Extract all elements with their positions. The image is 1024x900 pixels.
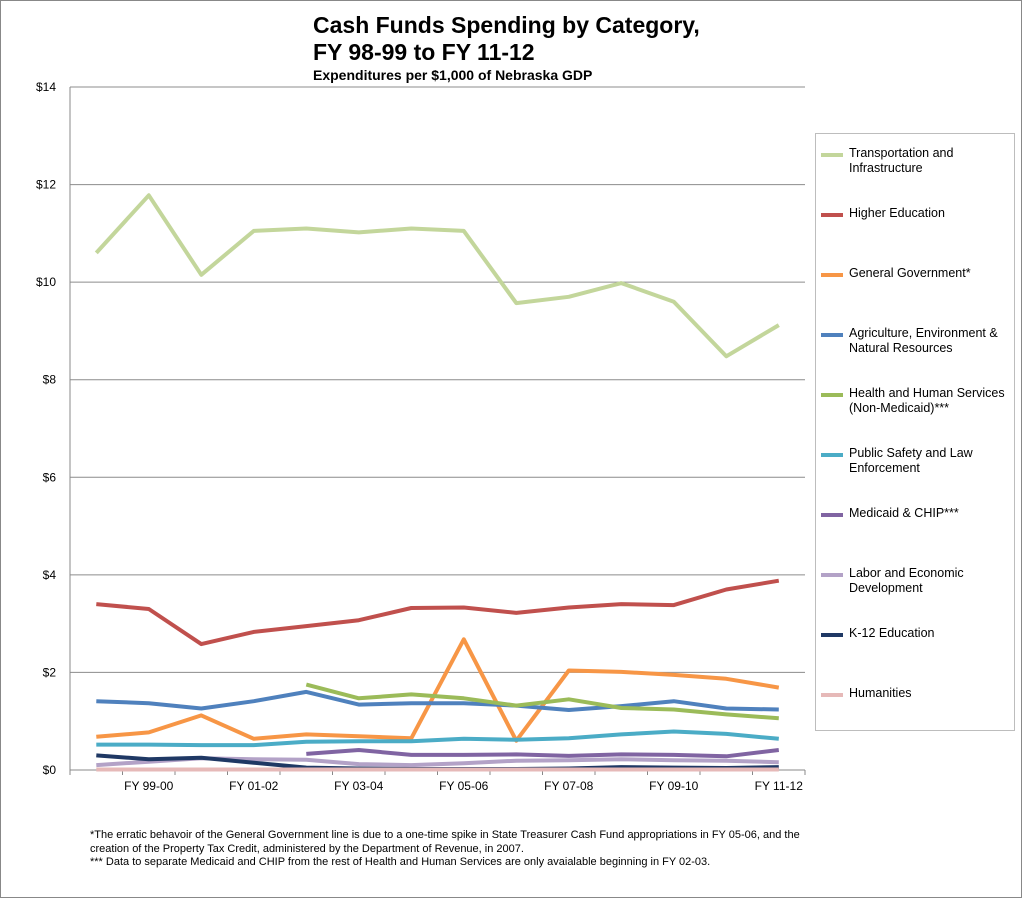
x-tick-label: FY 09-10: [649, 779, 698, 793]
series-line-public-safety-and-law-enforcement: [96, 729, 779, 748]
legend-item: Humanities: [816, 686, 1014, 726]
series-line-health-and-human-services-non-medicaid: [305, 682, 779, 721]
series-line-transportation-and-infrastructure: [94, 193, 780, 359]
legend-swatch: [821, 393, 843, 397]
chart-title: Cash Funds Spending by Category, FY 98-9…: [290, 12, 750, 84]
series-line-agriculture-environment-natural-resources: [96, 689, 779, 712]
grid-lines: [70, 86, 805, 771]
legend-swatch: [821, 333, 843, 337]
legend-swatch: [821, 573, 843, 577]
legend-label: Transportation and Infrastructure: [849, 146, 954, 175]
legend-swatch: [821, 213, 843, 217]
footnotes: *The erratic behavoir of the General Gov…: [90, 829, 810, 870]
series-lines: [94, 193, 780, 772]
series-line-higher-education: [96, 578, 780, 647]
legend-item: Higher Education: [816, 206, 1014, 246]
legend-label: Agriculture, Environment & Natural Resou…: [849, 326, 998, 355]
chart-subtitle: Expenditures per $1,000 of Nebraska GDP: [313, 67, 593, 83]
legend-label: Public Safety and Law Enforcement: [849, 446, 973, 475]
legend-item: Agriculture, Environment & Natural Resou…: [816, 326, 1014, 366]
x-tick-label: FY 01-02: [229, 779, 278, 793]
legend-item: Medicaid & CHIP***: [816, 506, 1014, 546]
legend-label: General Government*: [849, 266, 971, 280]
x-tick-label: FY 99-00: [124, 779, 173, 793]
legend-swatch: [821, 693, 843, 697]
y-tick-label: $6: [43, 470, 57, 484]
legend-item: K-12 Education: [816, 626, 1014, 666]
legend-swatch: [821, 633, 843, 637]
y-tick-label: $10: [36, 275, 56, 289]
legend-label: Medicaid & CHIP***: [849, 506, 959, 520]
legend-item: Public Safety and Law Enforcement: [816, 446, 1014, 486]
legend-swatch: [821, 453, 843, 457]
y-tick-label: $12: [36, 178, 56, 192]
y-tick-label: $2: [43, 665, 57, 679]
legend-swatch: [821, 273, 843, 277]
legend-label: Labor and Economic Development: [849, 566, 964, 595]
series-line-general-government: [96, 637, 780, 743]
footnote-general-government: *The erratic behavoir of the General Gov…: [90, 829, 800, 855]
line-chart: $0 $2 $4 $6 $8 $10 $12 $14 FY 99-00 FY 01-02 FY 03…: [36, 80, 806, 793]
legend-label: Humanities: [849, 686, 912, 700]
x-tick-label: FY 03-04: [334, 779, 383, 793]
legend-swatch: [821, 153, 843, 157]
y-tick-label: $0: [43, 763, 57, 777]
y-tick-label: $8: [43, 373, 57, 387]
legend-item: Labor and Economic Development: [816, 566, 1014, 606]
legend-swatch: [821, 513, 843, 517]
y-tick-label: $14: [36, 80, 56, 94]
legend-item: Transportation and Infrastructure: [816, 146, 1014, 186]
x-tick-label: FY 07-08: [544, 779, 593, 793]
x-tick-label: FY 05-06: [439, 779, 488, 793]
y-tick-label: $4: [43, 568, 57, 582]
x-tick-label: FY 11-12: [755, 779, 804, 793]
chart-legend: Transportation and Infrastructure Higher …: [815, 133, 1015, 731]
axes: $0 $2 $4 $6 $8 $10 $12 $14 FY 99-00 FY 01-02 FY 03…: [36, 80, 806, 793]
series-line-medicaid-chip: [306, 748, 780, 759]
chart-title-line2: FY 98-99 to FY 11-12: [313, 39, 535, 65]
legend-label: Health and Human Services (Non-Medicaid)…: [849, 386, 1005, 415]
legend-item: Health and Human Services (Non-Medicaid)…: [816, 386, 1014, 426]
legend-label: K-12 Education: [849, 626, 935, 640]
legend-item: General Government*: [816, 266, 1014, 306]
legend-label: Higher Education: [849, 206, 945, 220]
chart-title-line1: Cash Funds Spending by Category,: [313, 12, 700, 38]
footnote-medicaid: *** Data to separate Medicaid and CHIP f…: [90, 856, 711, 868]
